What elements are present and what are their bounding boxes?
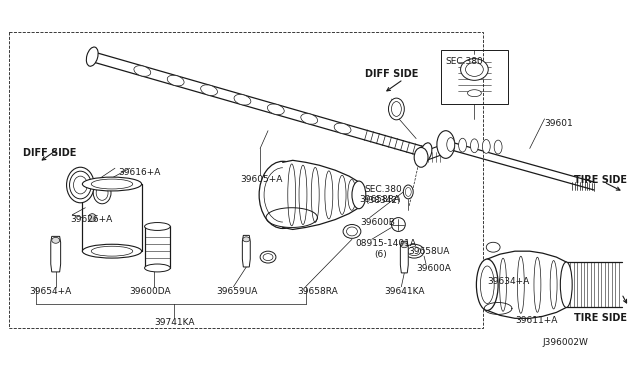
- Ellipse shape: [437, 131, 454, 158]
- Text: 39658RA: 39658RA: [298, 287, 339, 296]
- Text: 39601: 39601: [545, 119, 573, 128]
- Ellipse shape: [348, 180, 356, 210]
- Polygon shape: [487, 251, 566, 318]
- Ellipse shape: [404, 244, 424, 258]
- Text: DIFF SIDE: DIFF SIDE: [365, 70, 418, 80]
- Ellipse shape: [401, 243, 408, 248]
- Ellipse shape: [301, 113, 317, 124]
- Polygon shape: [401, 241, 408, 273]
- Text: DIFF SIDE: DIFF SIDE: [23, 148, 77, 158]
- Text: J396002W: J396002W: [543, 338, 588, 347]
- Ellipse shape: [561, 262, 572, 308]
- Ellipse shape: [67, 167, 94, 203]
- Text: 39600B: 39600B: [360, 218, 395, 227]
- Text: SEC.380: SEC.380: [446, 57, 484, 65]
- Text: 39605+A: 39605+A: [241, 175, 283, 184]
- Ellipse shape: [88, 214, 96, 222]
- Ellipse shape: [459, 138, 467, 152]
- Ellipse shape: [96, 186, 108, 200]
- Ellipse shape: [299, 165, 307, 225]
- Ellipse shape: [325, 171, 333, 219]
- Ellipse shape: [234, 94, 251, 105]
- Text: 39611+A: 39611+A: [515, 316, 557, 326]
- Ellipse shape: [534, 257, 541, 312]
- Ellipse shape: [447, 138, 454, 151]
- Ellipse shape: [52, 237, 60, 243]
- Ellipse shape: [494, 140, 502, 154]
- Text: (38342): (38342): [365, 196, 400, 205]
- Ellipse shape: [550, 260, 557, 309]
- Ellipse shape: [134, 66, 151, 76]
- Text: 39634+A: 39634+A: [487, 277, 529, 286]
- Ellipse shape: [346, 227, 357, 236]
- Ellipse shape: [420, 143, 432, 162]
- Ellipse shape: [145, 222, 170, 230]
- Ellipse shape: [288, 164, 296, 226]
- Text: TIRE SIDE: TIRE SIDE: [574, 175, 627, 185]
- Ellipse shape: [403, 185, 413, 199]
- Ellipse shape: [483, 140, 490, 153]
- Ellipse shape: [70, 171, 92, 199]
- Text: 39616+A: 39616+A: [118, 168, 160, 177]
- Ellipse shape: [260, 251, 276, 263]
- Ellipse shape: [83, 244, 141, 258]
- Text: 39641KA: 39641KA: [385, 287, 425, 296]
- Ellipse shape: [86, 47, 98, 66]
- Ellipse shape: [467, 90, 481, 97]
- Text: 39741KA: 39741KA: [154, 318, 195, 327]
- Text: 39659UA: 39659UA: [217, 287, 258, 296]
- Ellipse shape: [263, 254, 273, 260]
- Ellipse shape: [145, 264, 170, 272]
- Ellipse shape: [311, 167, 319, 222]
- Polygon shape: [283, 160, 359, 230]
- Ellipse shape: [334, 123, 351, 134]
- Ellipse shape: [83, 177, 141, 191]
- Polygon shape: [243, 235, 250, 267]
- Ellipse shape: [167, 75, 184, 86]
- Text: SEC.380: SEC.380: [365, 185, 403, 194]
- Text: 08915-1401A: 08915-1401A: [355, 239, 416, 248]
- Text: 39654+A: 39654+A: [29, 287, 71, 296]
- Ellipse shape: [268, 104, 284, 115]
- Ellipse shape: [388, 98, 404, 120]
- Bar: [145, 227, 170, 268]
- Ellipse shape: [470, 139, 478, 153]
- Ellipse shape: [74, 176, 87, 194]
- Bar: [441, 50, 508, 104]
- Text: 39600DA: 39600DA: [130, 287, 172, 296]
- Ellipse shape: [517, 256, 524, 313]
- Text: 39658UA: 39658UA: [408, 247, 450, 256]
- Ellipse shape: [201, 85, 218, 96]
- Text: (6): (6): [374, 250, 387, 259]
- Ellipse shape: [414, 147, 428, 167]
- Ellipse shape: [259, 161, 307, 228]
- Ellipse shape: [500, 258, 506, 311]
- Ellipse shape: [338, 175, 346, 214]
- Ellipse shape: [243, 237, 250, 242]
- Ellipse shape: [461, 59, 488, 80]
- Polygon shape: [51, 236, 61, 272]
- Text: TIRE SIDE: TIRE SIDE: [574, 313, 627, 323]
- Ellipse shape: [343, 225, 361, 238]
- Text: 39658RA: 39658RA: [359, 195, 399, 204]
- Bar: [83, 184, 141, 251]
- Text: 39626+A: 39626+A: [70, 215, 113, 224]
- Ellipse shape: [352, 181, 366, 209]
- Ellipse shape: [476, 259, 498, 310]
- Text: 39600A: 39600A: [416, 264, 451, 273]
- Ellipse shape: [93, 182, 111, 204]
- Bar: [10, 32, 483, 328]
